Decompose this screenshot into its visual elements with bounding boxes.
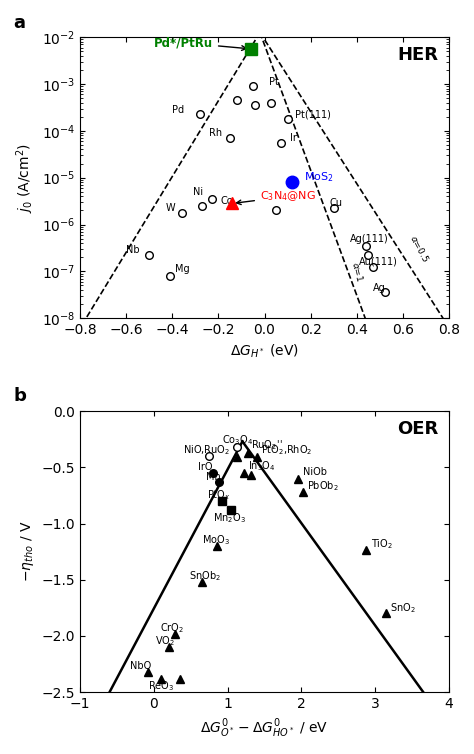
Text: Mg: Mg (174, 264, 189, 274)
Text: MoS$_2$: MoS$_2$ (304, 170, 334, 184)
Text: PtO$_x$: PtO$_x$ (207, 489, 230, 502)
Text: C$_3$N$_4$@NG: C$_3$N$_4$@NG (237, 189, 316, 204)
Y-axis label: $-\eta_{tho}$ / V: $-\eta_{tho}$ / V (19, 521, 36, 582)
Text: PbOb$_2$: PbOb$_2$ (307, 480, 339, 493)
Text: IrO: IrO (198, 462, 213, 472)
Text: SnO$_2$: SnO$_2$ (390, 601, 416, 615)
Text: Ag(111): Ag(111) (350, 234, 389, 244)
X-axis label: $\Delta G^0_{O^*} - \Delta G^0_{HO^*}$ / eV: $\Delta G^0_{O^*} - \Delta G^0_{HO^*}$ /… (201, 716, 328, 740)
Text: Mn: Mn (206, 473, 220, 483)
Text: Pd: Pd (172, 105, 184, 115)
Text: Pd*/PtRu: Pd*/PtRu (154, 36, 246, 51)
Text: MoO$_3$: MoO$_3$ (202, 534, 230, 547)
Text: Ir: Ir (290, 133, 297, 143)
Text: CrO$_2$: CrO$_2$ (160, 621, 184, 635)
X-axis label: $\Delta G_{H^*}$ (eV): $\Delta G_{H^*}$ (eV) (230, 342, 299, 360)
Text: OER: OER (397, 419, 438, 437)
Text: TiO$_2$: TiO$_2$ (371, 537, 393, 550)
Text: Co$_3$O$_4$: Co$_3$O$_4$ (222, 434, 253, 447)
Text: NiOb: NiOb (303, 467, 327, 477)
Text: Nb: Nb (126, 245, 140, 256)
Text: a: a (14, 14, 26, 32)
Text: Ni: Ni (193, 187, 203, 197)
Text: Ag: Ag (373, 283, 386, 293)
Text: Pt(111): Pt(111) (294, 109, 330, 119)
Text: Cu: Cu (329, 198, 342, 208)
Text: $\alpha$=0.5: $\alpha$=0.5 (408, 233, 431, 264)
Text: SnOb$_2$: SnOb$_2$ (189, 569, 221, 584)
Text: Rh: Rh (209, 128, 222, 138)
Text: b: b (14, 388, 27, 406)
Text: Mn$_2$O$_3$: Mn$_2$O$_3$ (213, 511, 246, 525)
Text: In$_3$O$_4$: In$_3$O$_4$ (248, 459, 276, 473)
Text: $\alpha$=1: $\alpha$=1 (350, 260, 365, 283)
Text: NiO,RuO$_2$: NiO,RuO$_2$ (183, 443, 230, 458)
Text: PtO$_2$,RhO$_2$: PtO$_2$,RhO$_2$ (261, 443, 312, 458)
Text: HER: HER (397, 45, 438, 63)
Y-axis label: $j_0$ (A/cm$^2$): $j_0$ (A/cm$^2$) (15, 143, 36, 213)
Text: Co: Co (221, 196, 233, 206)
Text: NbO: NbO (130, 661, 152, 671)
Text: Au(111): Au(111) (359, 256, 398, 266)
Text: VO$_2$: VO$_2$ (155, 635, 175, 648)
Text: Pt: Pt (269, 77, 279, 87)
Text: ReO$_3$: ReO$_3$ (148, 679, 174, 694)
Text: RuO$_2$'': RuO$_2$'' (251, 438, 283, 452)
Text: W: W (165, 203, 175, 213)
